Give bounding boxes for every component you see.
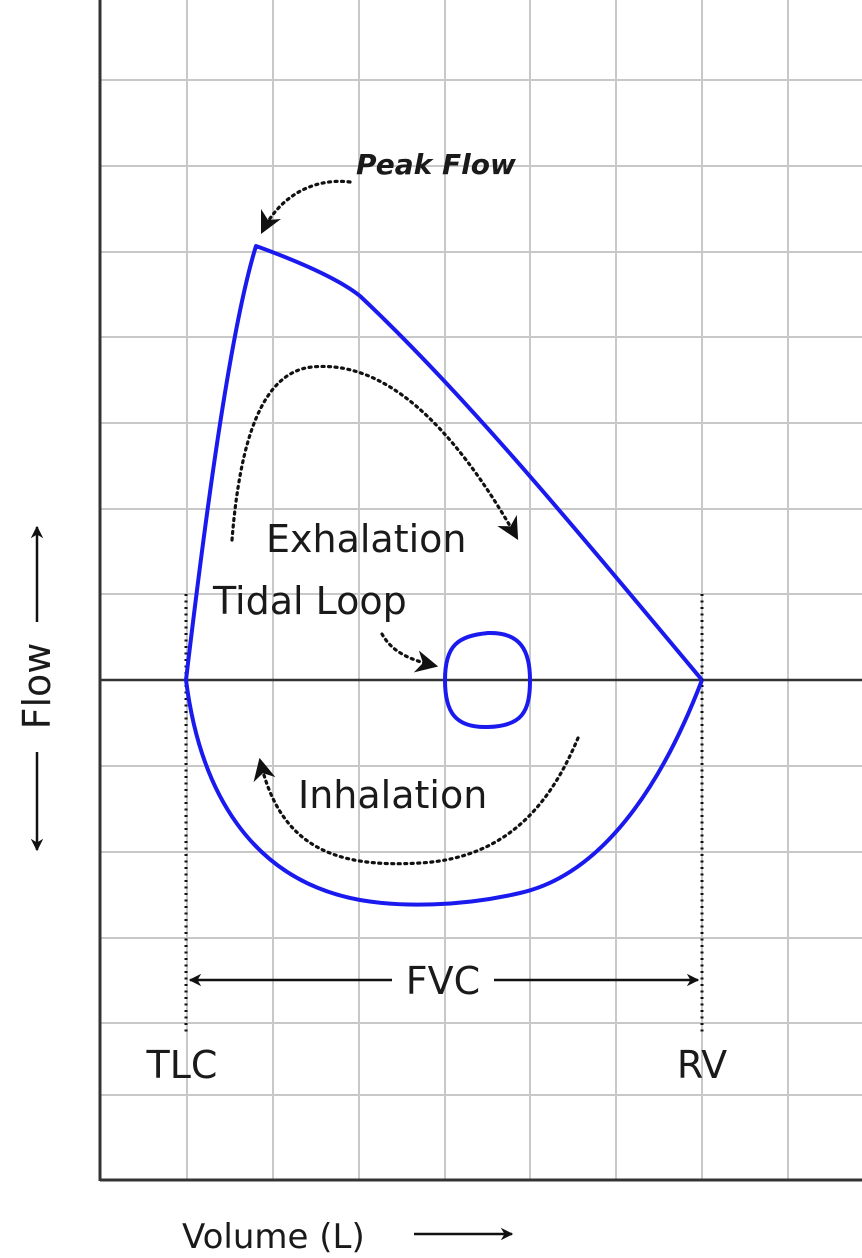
y-axis-title: Flow [15, 643, 59, 730]
rv-label: RV [677, 1043, 727, 1087]
tidal-loop-label: Tidal Loop [212, 579, 407, 623]
peak-flow-label: Peak Flow [356, 148, 516, 181]
inspiratory-curve [184, 679, 704, 907]
tidal-loop-arrow [380, 632, 439, 673]
tlc-label: TLC [146, 1043, 218, 1087]
inhalation-arrow [253, 736, 580, 866]
x-axis-title: Volume (L) [182, 1217, 365, 1257]
tidal-loop-curve [443, 630, 532, 730]
expiratory-curve [184, 244, 704, 682]
peak-flow-arrow [260, 179, 352, 235]
fvc-label: FVC [406, 959, 480, 1003]
inhalation-label: Inhalation [298, 773, 487, 817]
exhalation-arrow [230, 364, 519, 542]
exhalation-label: Exhalation [266, 517, 467, 561]
